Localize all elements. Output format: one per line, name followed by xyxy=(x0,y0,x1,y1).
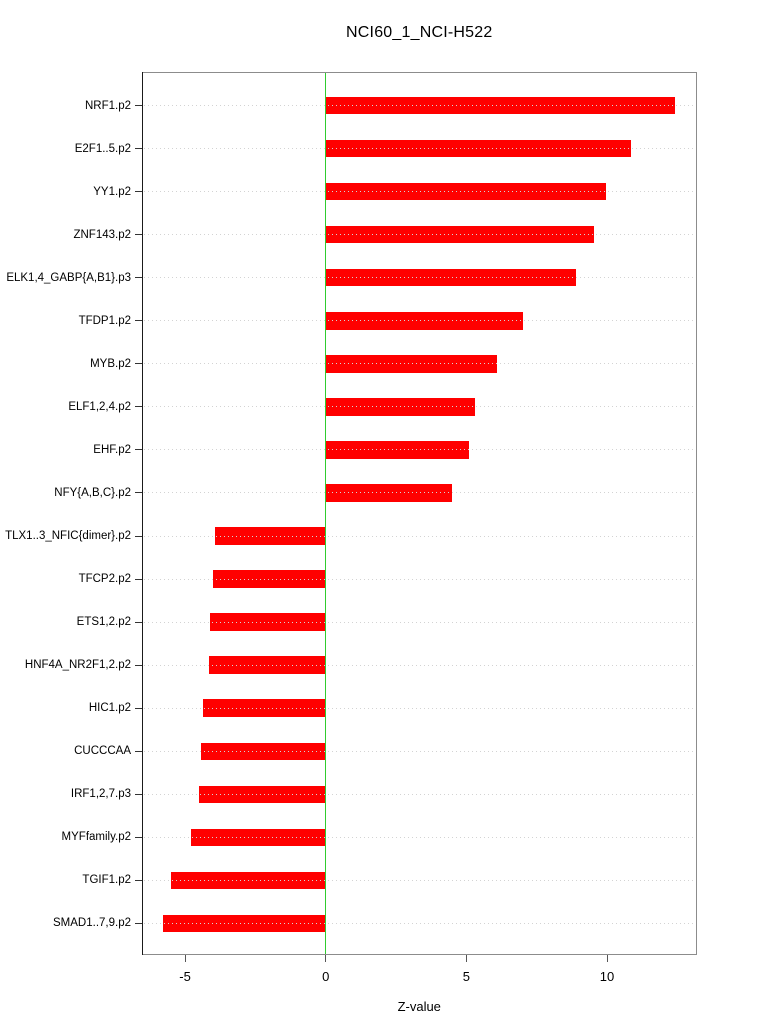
zero-reference-line xyxy=(324,73,327,954)
x-axis-tick xyxy=(606,955,608,962)
category-label: HIC1.p2 xyxy=(88,702,131,715)
y-axis-tick xyxy=(135,578,142,580)
x-axis-tick xyxy=(465,955,467,962)
y-axis-line xyxy=(142,72,143,955)
chart-title: NCI60_1_NCI-H522 xyxy=(346,24,493,41)
y-axis-tick xyxy=(135,922,142,924)
y-axis-tick xyxy=(135,234,142,236)
y-axis-tick xyxy=(135,363,142,365)
gridline xyxy=(143,750,695,752)
category-label: MYFfamily.p2 xyxy=(61,831,131,844)
category-label: TGIF1.p2 xyxy=(82,874,131,887)
gridline xyxy=(143,449,695,451)
gridline xyxy=(143,191,695,193)
gridline xyxy=(143,277,695,279)
category-label: NRF1.p2 xyxy=(84,99,131,112)
category-label: E2F1..5.p2 xyxy=(74,142,131,155)
gridline xyxy=(143,363,695,365)
x-axis-tick-label: 10 xyxy=(599,969,615,984)
category-label: SMAD1..7,9.p2 xyxy=(53,917,131,930)
gridline xyxy=(143,664,695,666)
x-axis-title: Z-value xyxy=(397,999,441,1014)
gridline xyxy=(143,922,695,924)
y-axis-tick xyxy=(135,406,142,408)
x-axis-tick-label: 0 xyxy=(322,969,330,984)
y-axis-tick xyxy=(135,449,142,451)
category-label: CUCCCAA xyxy=(74,745,131,758)
x-axis-tick-label: 5 xyxy=(462,969,470,984)
y-axis-tick xyxy=(135,793,142,795)
y-axis-tick xyxy=(135,535,142,537)
gridline xyxy=(143,406,695,408)
category-label: ELK1,4_GABP{A,B1}.p3 xyxy=(6,271,131,284)
category-label: EHF.p2 xyxy=(93,443,131,456)
plot-frame xyxy=(142,72,697,955)
y-axis-tick xyxy=(135,621,142,623)
x-axis-tick xyxy=(325,955,327,962)
gridline xyxy=(143,836,695,838)
y-axis-tick xyxy=(135,492,142,494)
gridline xyxy=(143,707,695,709)
gridline xyxy=(143,578,695,580)
category-label: TFCP2.p2 xyxy=(78,573,131,586)
y-axis-tick xyxy=(135,664,142,666)
category-label: NFY{A,B,C}.p2 xyxy=(54,486,131,499)
x-axis-tick xyxy=(184,955,186,962)
gridline xyxy=(143,234,695,236)
x-axis-tick-label: -5 xyxy=(179,969,191,984)
gridline xyxy=(143,535,695,537)
y-axis-tick xyxy=(135,277,142,279)
gridline xyxy=(143,879,695,881)
category-label: HNF4A_NR2F1,2.p2 xyxy=(24,659,131,672)
y-axis-tick xyxy=(135,191,142,193)
gridline xyxy=(143,492,695,494)
gridline xyxy=(143,105,695,106)
y-axis-tick xyxy=(135,750,142,752)
category-label: ZNF143.p2 xyxy=(73,228,131,241)
category-label: YY1.p2 xyxy=(93,185,131,198)
category-label: TFDP1.p2 xyxy=(78,314,131,327)
gridline xyxy=(143,793,695,795)
gridline xyxy=(143,621,695,623)
y-axis-tick xyxy=(135,105,142,106)
category-label: TLX1..3_NFIC{dimer}.p2 xyxy=(5,530,131,542)
category-label: IRF1,2,7.p3 xyxy=(70,788,131,801)
y-axis-tick xyxy=(135,836,142,838)
category-label: MYB.p2 xyxy=(90,357,131,370)
y-axis-tick xyxy=(135,320,142,322)
category-label: ETS1,2.p2 xyxy=(76,616,131,629)
y-axis-tick xyxy=(135,879,142,881)
y-axis-tick xyxy=(135,148,142,150)
gridline xyxy=(143,148,695,150)
y-axis-tick xyxy=(135,707,142,709)
category-label: ELF1,2,4.p2 xyxy=(68,400,131,413)
gridline xyxy=(143,320,695,322)
